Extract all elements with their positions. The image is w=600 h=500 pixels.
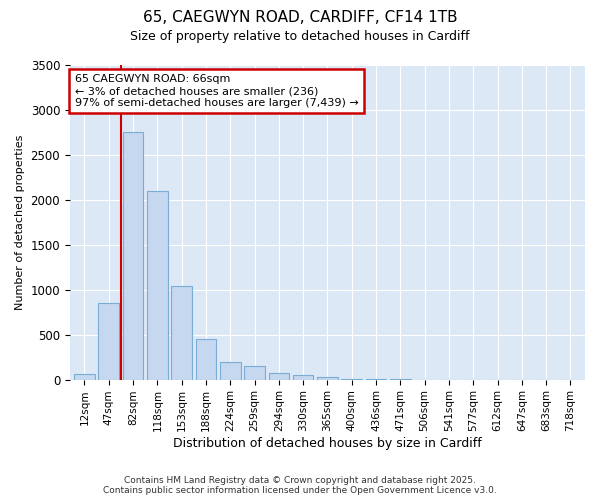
Bar: [269, 373, 289, 380]
Text: Size of property relative to detached houses in Cardiff: Size of property relative to detached ho…: [130, 30, 470, 43]
Bar: [147, 191, 167, 380]
Bar: [196, 339, 216, 380]
Bar: [74, 374, 95, 380]
Bar: [172, 286, 192, 380]
Bar: [220, 362, 241, 380]
Bar: [244, 366, 265, 380]
Text: Contains HM Land Registry data © Crown copyright and database right 2025.
Contai: Contains HM Land Registry data © Crown c…: [103, 476, 497, 495]
Bar: [123, 132, 143, 380]
Bar: [98, 303, 119, 380]
Bar: [317, 378, 338, 380]
Text: 65, CAEGWYN ROAD, CARDIFF, CF14 1TB: 65, CAEGWYN ROAD, CARDIFF, CF14 1TB: [143, 10, 457, 25]
X-axis label: Distribution of detached houses by size in Cardiff: Distribution of detached houses by size …: [173, 437, 482, 450]
Bar: [293, 375, 313, 380]
Bar: [341, 378, 362, 380]
Text: 65 CAEGWYN ROAD: 66sqm
← 3% of detached houses are smaller (236)
97% of semi-det: 65 CAEGWYN ROAD: 66sqm ← 3% of detached …: [75, 74, 359, 108]
Y-axis label: Number of detached properties: Number of detached properties: [15, 134, 25, 310]
